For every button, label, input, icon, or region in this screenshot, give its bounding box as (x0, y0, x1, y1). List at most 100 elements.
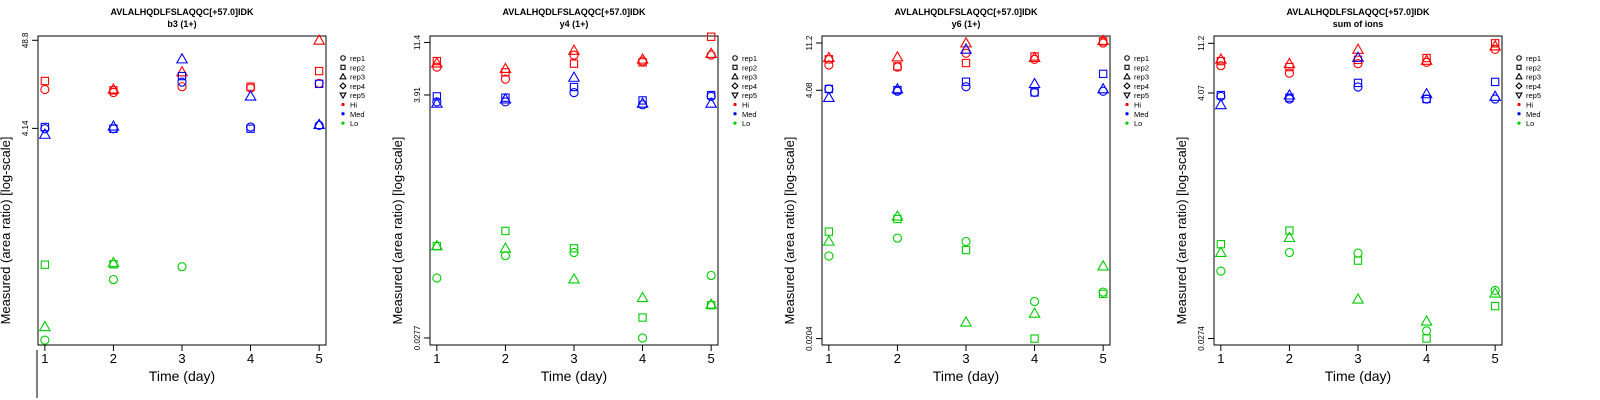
y-tick-label: 0.0204 (805, 326, 814, 351)
data-point (1490, 301, 1500, 311)
legend-marker (732, 55, 738, 61)
x-tick-label: 4 (639, 351, 646, 366)
data-point (1096, 259, 1110, 271)
data-point (40, 260, 50, 269)
x-tick-label: 5 (1492, 351, 1499, 366)
data-point (245, 122, 256, 132)
data-point (1098, 287, 1108, 297)
data-point (961, 77, 971, 86)
data-point (704, 297, 718, 309)
legend-marker (341, 121, 345, 125)
data-point (706, 32, 716, 41)
data-point (1030, 334, 1039, 343)
x-tick-label: 2 (110, 351, 117, 366)
chart-subtitle: y4 (1+) (560, 19, 589, 29)
y-tick-label: 0.0277 (413, 325, 422, 350)
legend-marker (1124, 55, 1130, 61)
legend-label: Med (1134, 110, 1149, 119)
data-point (430, 239, 444, 251)
data-point (177, 82, 187, 92)
legend-label: rep4 (1134, 82, 1149, 91)
data-point (1488, 39, 1502, 51)
x-tick-label: 3 (570, 351, 577, 366)
data-point (499, 62, 512, 73)
data-point (109, 124, 118, 133)
legend-label: Lo (350, 119, 358, 128)
data-point (1490, 77, 1500, 87)
data-point (1353, 248, 1363, 258)
x-tick-label: 4 (1423, 351, 1430, 366)
legend-marker (733, 102, 737, 107)
legend-marker (341, 112, 345, 116)
data-point (177, 262, 187, 272)
legend-marker (1124, 64, 1130, 70)
legend-marker (1517, 112, 1521, 116)
data-point (1490, 285, 1500, 295)
x-axis-label: Time (day) (1325, 368, 1391, 384)
y-tick-label: 11.2 (1197, 35, 1206, 51)
chart-title: AVLALHQDLFSLAQQC[+57.0]IDK (110, 7, 254, 17)
x-tick-label: 2 (1286, 351, 1293, 366)
data-point (961, 236, 971, 247)
data-point (824, 251, 834, 261)
legend-marker (1123, 92, 1131, 100)
data-point (1353, 78, 1363, 88)
legend-marker (731, 72, 739, 80)
y-tick-label: 4.07 (1197, 85, 1206, 101)
x-tick-label: 3 (178, 351, 185, 366)
chart-panel-3: AVLALHQDLFSLAQQC[+57.0]IDK y6 (1+) 1 2 3 4 5 Ti… (782, 7, 1149, 384)
x-tick-label: 4 (1031, 351, 1038, 366)
legend-label: rep4 (350, 82, 365, 91)
data-point (822, 91, 836, 102)
y-tick-label: 11.4 (413, 34, 422, 50)
legend-marker (339, 82, 347, 90)
legend-label: rep4 (1526, 82, 1541, 91)
data-point (569, 88, 579, 98)
data-point (177, 71, 187, 81)
x-tick-label: 5 (316, 351, 323, 366)
x-tick-label: 3 (1354, 351, 1361, 366)
series-med (430, 71, 718, 110)
x-axis-label: Time (day) (149, 368, 215, 384)
legend-label: rep2 (1134, 63, 1149, 72)
data-point (1285, 93, 1294, 102)
data-point (1098, 69, 1108, 79)
legend-label: Hi (742, 101, 749, 110)
data-point (1098, 289, 1108, 299)
legend-label: rep2 (350, 63, 365, 72)
data-point (567, 71, 581, 82)
series-hi (822, 34, 1110, 72)
legend-label: rep1 (742, 54, 757, 63)
legend-label: Hi (350, 101, 357, 110)
data-point (1030, 88, 1039, 97)
data-point (500, 74, 511, 84)
legend-marker (340, 55, 346, 61)
data-point (107, 256, 120, 268)
y-tick-label: 11.2 (805, 35, 814, 51)
data-point (314, 120, 324, 130)
data-point (638, 58, 647, 67)
legend-label: rep5 (350, 91, 365, 100)
x-tick-label: 5 (708, 351, 715, 366)
data-point (38, 320, 52, 332)
data-point (569, 59, 579, 68)
x-tick-label: 1 (825, 351, 832, 366)
data-point (1422, 334, 1431, 343)
legend-marker (1123, 72, 1131, 80)
data-point (824, 60, 834, 70)
data-point (891, 82, 904, 94)
data-point (1421, 326, 1432, 336)
data-point (1422, 94, 1431, 104)
data-point (893, 62, 902, 71)
data-point (891, 209, 904, 221)
legend-label: rep1 (350, 54, 365, 63)
legend-marker (1125, 121, 1129, 125)
data-point (569, 82, 579, 92)
data-point (1420, 54, 1433, 65)
data-point (567, 272, 581, 284)
legend-marker (1517, 121, 1521, 125)
x-tick-label: 2 (894, 351, 901, 366)
legend-label: rep2 (1526, 63, 1541, 72)
